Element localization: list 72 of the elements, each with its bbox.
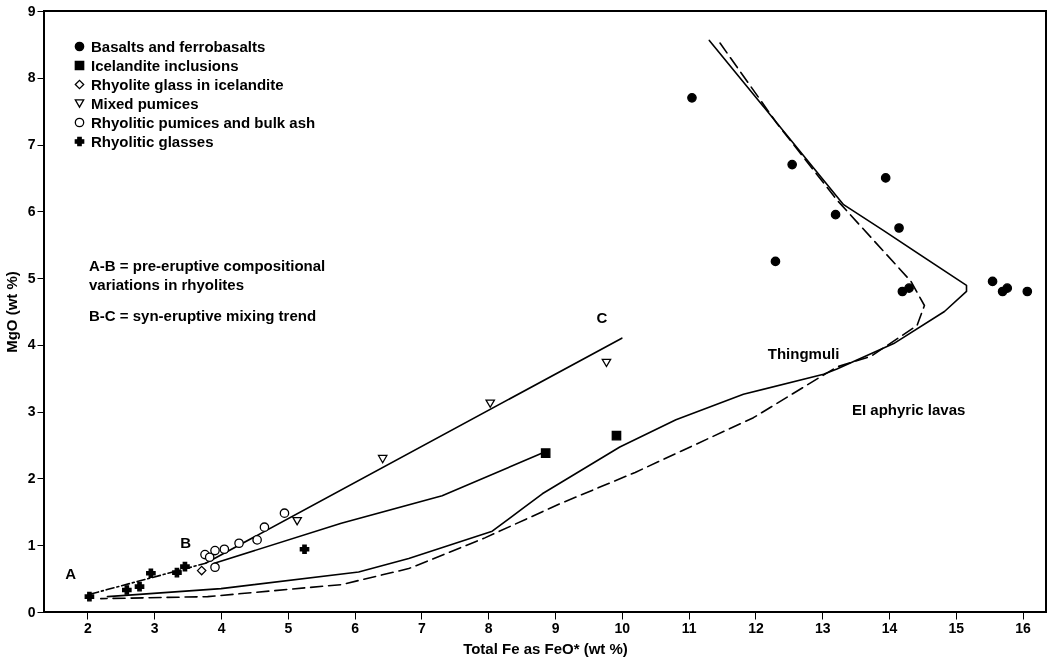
y-tick-label: 7 xyxy=(27,136,36,153)
legend-label: Rhyolite glass in icelandite xyxy=(91,75,284,93)
annotation: B-C = syn-eruptive mixing trend xyxy=(89,307,317,324)
point xyxy=(1002,283,1013,293)
point xyxy=(204,552,215,563)
annotation: B xyxy=(180,534,192,552)
point xyxy=(377,454,388,464)
x-tick-label: 14 xyxy=(881,619,898,636)
y-tick-label: 0 xyxy=(27,603,36,620)
point xyxy=(122,585,132,595)
y-tick-label: 5 xyxy=(27,269,36,286)
point xyxy=(84,591,95,602)
y-tick-label: 8 xyxy=(27,69,36,86)
y-tick-label: 1 xyxy=(27,536,36,553)
annotation: A-B = pre-eruptive compositional variations in rhyolites xyxy=(89,257,326,293)
point xyxy=(830,209,841,220)
x-tick-label: 13 xyxy=(814,619,831,636)
point xyxy=(210,545,220,556)
x-tick-label: 4 xyxy=(217,619,226,636)
x-tick-label: 15 xyxy=(948,619,965,636)
point xyxy=(894,223,904,233)
point xyxy=(279,508,290,518)
annotation: C xyxy=(596,309,608,327)
annotation: EI aphyric lavas xyxy=(852,401,966,418)
point xyxy=(787,159,797,170)
x-tick-label: 7 xyxy=(418,619,427,636)
x-tick-label: 8 xyxy=(484,619,493,636)
y-tick-label: 9 xyxy=(27,2,36,19)
point xyxy=(180,561,190,572)
point xyxy=(611,430,622,441)
point xyxy=(770,256,781,267)
legend-label: Rhyolitic glasses xyxy=(91,132,214,150)
point xyxy=(134,581,145,592)
point xyxy=(172,567,182,578)
legend-label: Icelandite inclusions xyxy=(91,56,239,74)
legend-label: Rhyolitic pumices and bulk ash xyxy=(91,113,316,131)
y-axis-title: MgO (wt %) xyxy=(2,271,20,353)
y-tick-label: 6 xyxy=(27,202,36,219)
point xyxy=(299,544,310,555)
x-tick-label: 16 xyxy=(1015,619,1032,636)
x-axis-title: Total Fe as FeO* (wt %) xyxy=(463,639,628,657)
point xyxy=(292,516,302,526)
x-tick-label: 2 xyxy=(84,619,93,636)
point xyxy=(146,568,156,579)
point xyxy=(904,283,914,293)
annotation: A xyxy=(65,564,77,582)
x-tick-label: 5 xyxy=(284,619,293,636)
annotation: Thingmuli xyxy=(767,345,840,363)
y-tick-label: 4 xyxy=(27,336,36,353)
x-tick-label: 6 xyxy=(351,619,360,636)
point xyxy=(601,358,612,368)
point xyxy=(1022,286,1033,297)
point xyxy=(880,173,891,183)
x-tick-label: 3 xyxy=(150,619,159,636)
point xyxy=(210,562,220,573)
x-tick-label: 12 xyxy=(748,619,764,636)
point xyxy=(687,92,697,103)
point xyxy=(196,565,207,576)
x-tick-label: 9 xyxy=(551,619,560,636)
point xyxy=(259,522,270,533)
point xyxy=(540,448,551,458)
x-tick-label: 11 xyxy=(681,619,697,636)
legend-label: Mixed pumices xyxy=(91,94,199,112)
y-tick-label: 3 xyxy=(27,403,36,420)
point xyxy=(234,538,244,549)
legend-label: Basalts and ferrobasalts xyxy=(91,37,266,55)
y-tick-label: 2 xyxy=(27,469,36,486)
point xyxy=(252,535,262,545)
point xyxy=(485,399,496,408)
point xyxy=(219,544,230,555)
point xyxy=(987,276,998,287)
x-tick-label: 10 xyxy=(614,619,631,636)
